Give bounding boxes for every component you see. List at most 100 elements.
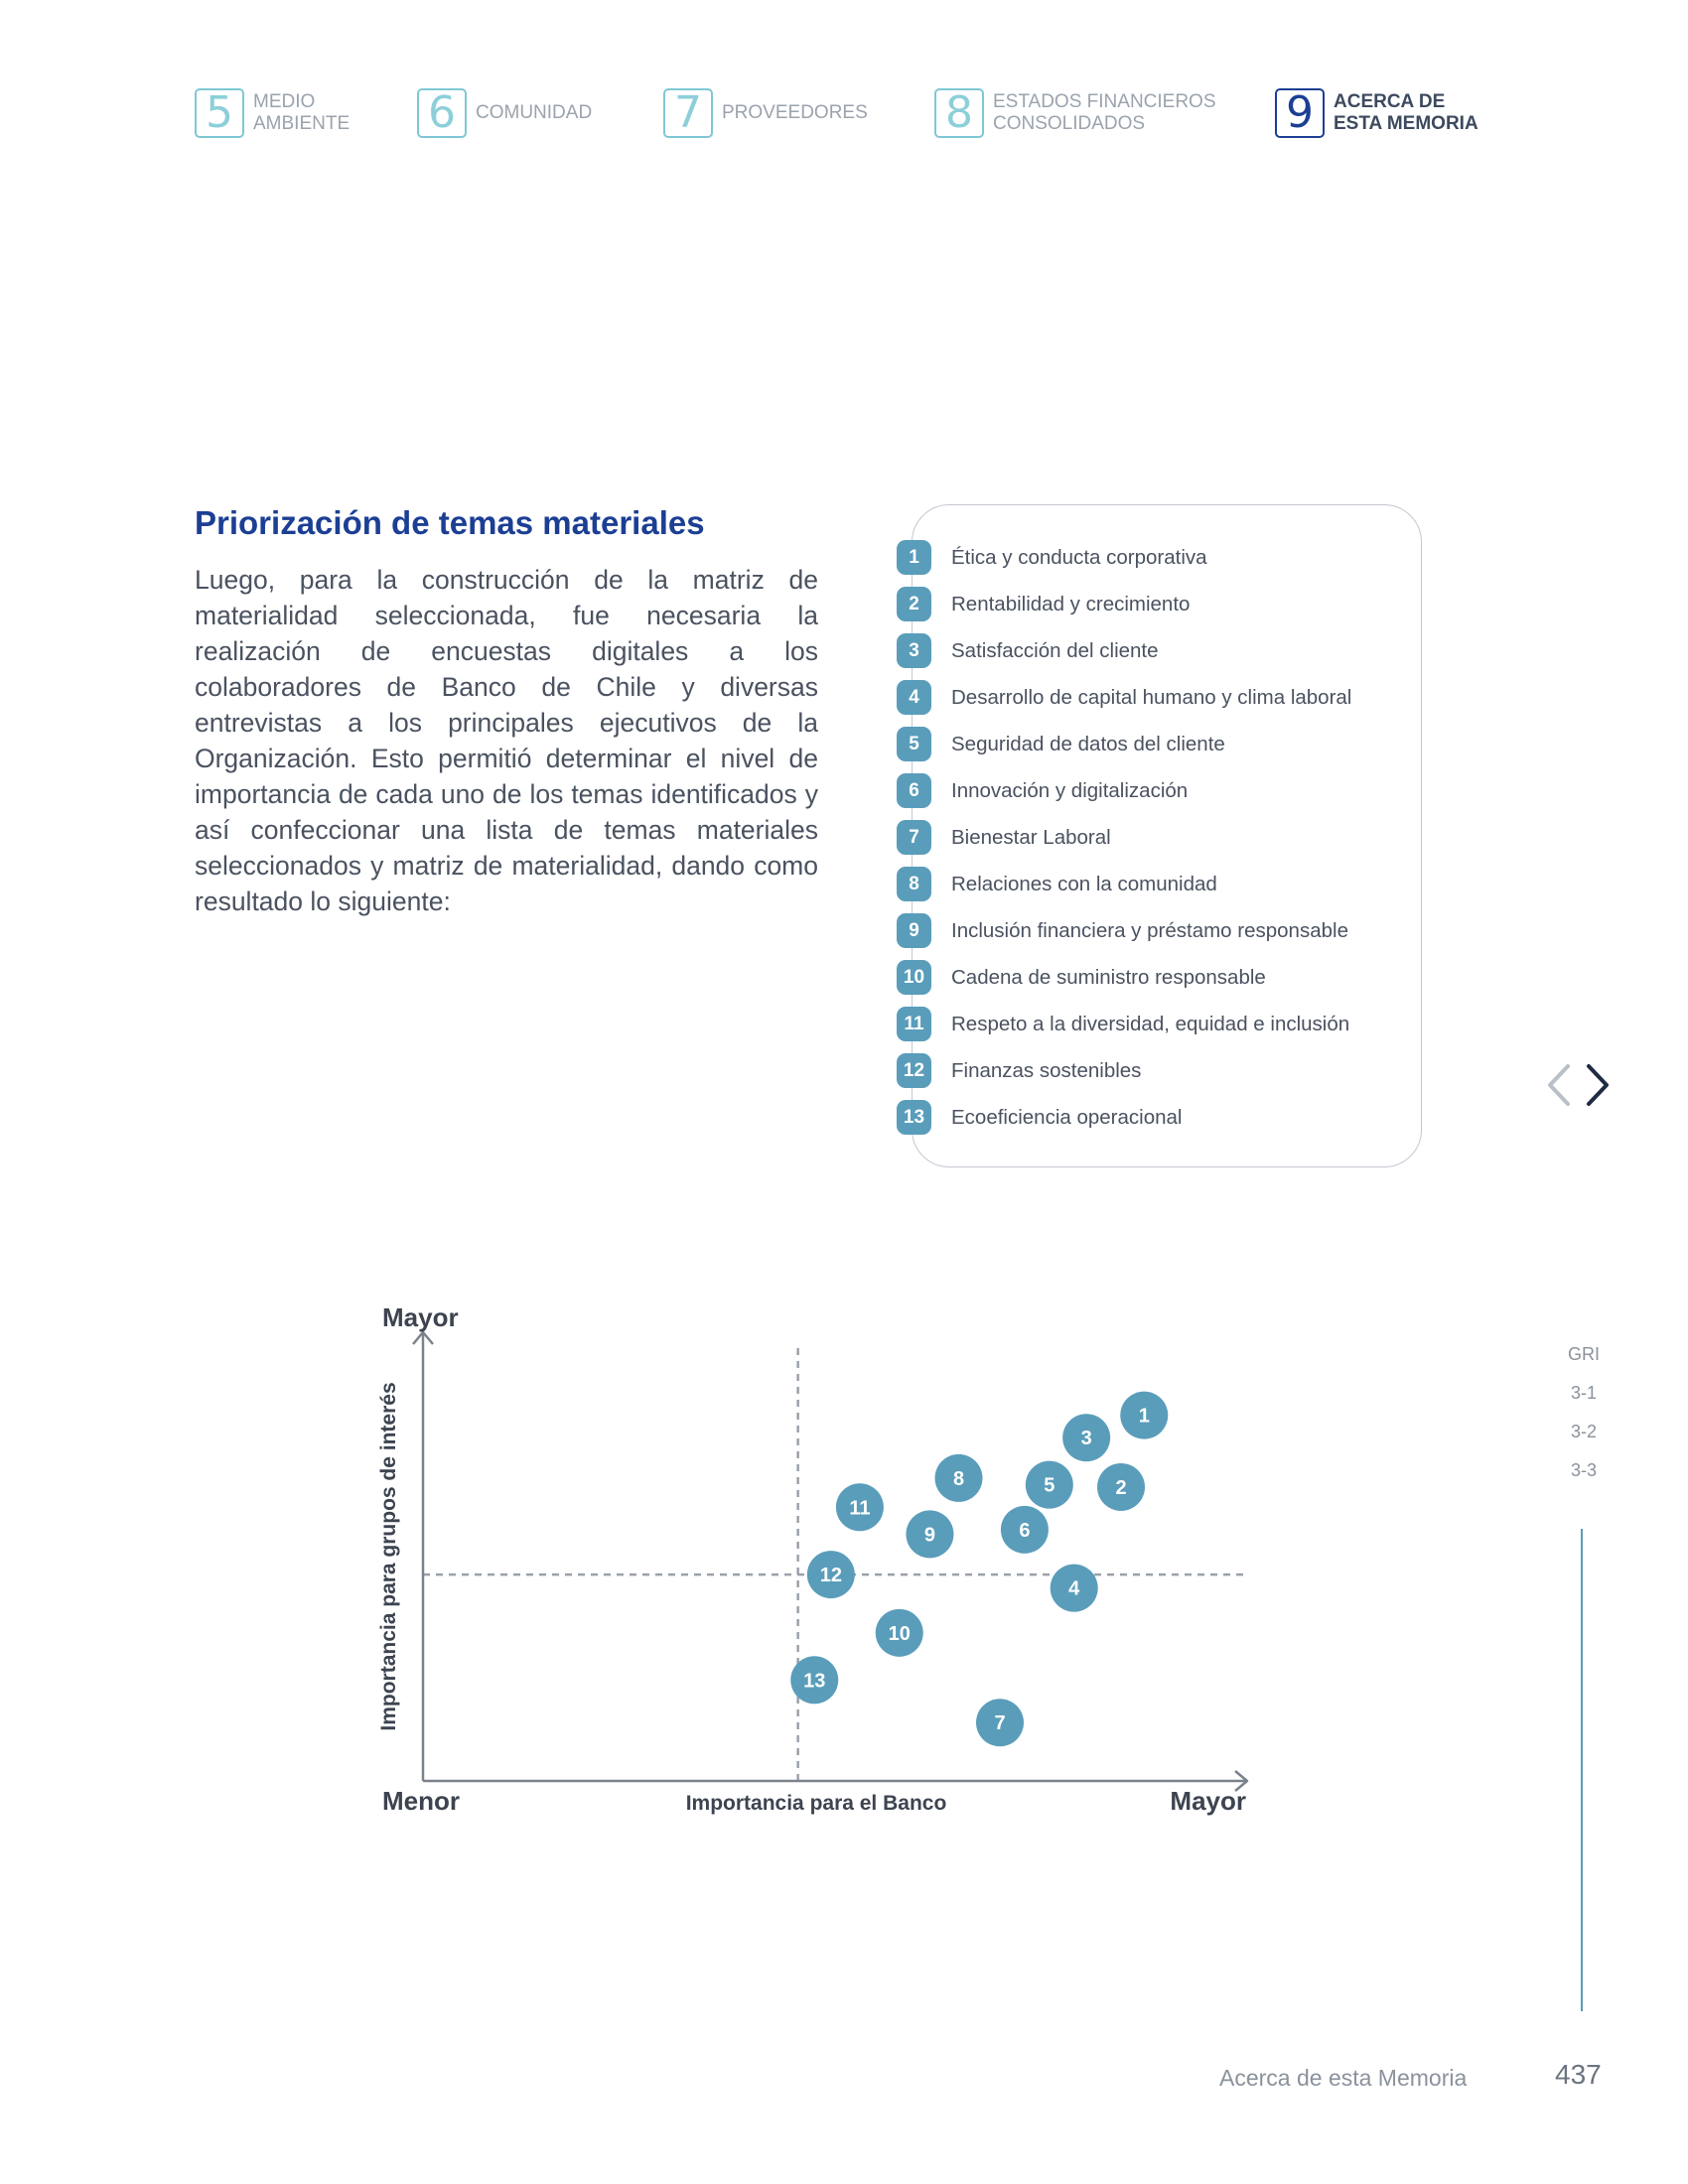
topic-label: Cadena de suministro responsable: [951, 965, 1266, 989]
topic-number-badge: 1: [897, 540, 931, 575]
data-point-bubble: [1000, 1505, 1049, 1554]
topic-number-badge: 12: [897, 1053, 931, 1088]
data-point: 3: [1062, 1414, 1111, 1462]
x-axis-low-label: Menor: [382, 1786, 460, 1816]
data-point-bubble: [1097, 1462, 1146, 1511]
topic-label: Innovación y digitalización: [951, 778, 1189, 802]
data-point: 8: [934, 1453, 983, 1502]
topic-label: Seguridad de datos del cliente: [951, 732, 1225, 755]
data-point-label: 3: [1081, 1428, 1092, 1449]
list-item: 12 Finanzas sostenibles: [897, 1047, 1433, 1094]
chapter-label: MEDIO AMBIENTE: [253, 91, 351, 134]
chapter-6-link[interactable]: 6 COMUNIDAD: [417, 85, 592, 141]
topic-label: Satisfacción del cliente: [951, 638, 1159, 662]
y-axis-title: Importancia para grupos de interés: [377, 1382, 400, 1730]
data-point: 12: [806, 1551, 855, 1599]
data-point-label: 13: [803, 1670, 825, 1692]
data-point-bubble: [1025, 1460, 1073, 1509]
topic-label: Inclusión financiera y préstamo responsa…: [951, 918, 1348, 942]
data-point: 1: [1120, 1391, 1169, 1439]
section-body: Luego, para la construcción de la matriz…: [195, 565, 818, 916]
x-axis-high-label: Mayor: [1170, 1786, 1246, 1816]
data-point-label: 1: [1139, 1406, 1150, 1428]
data-point-bubble: [1050, 1564, 1098, 1612]
topic-label: Desarrollo de capital humano y clima lab…: [951, 685, 1352, 709]
gri-item: 3-1: [1570, 1383, 1597, 1403]
list-item: 7 Bienestar Laboral: [897, 814, 1433, 861]
chapter-9-link[interactable]: 9 ACERCA DE ESTA MEMORIA: [1275, 85, 1478, 141]
data-point-label: 11: [849, 1497, 870, 1519]
data-point-bubble: [806, 1551, 855, 1599]
list-item: 3 Satisfacción del cliente: [897, 627, 1433, 674]
topic-label: Respeto a la diversidad, equidad e inclu…: [951, 1012, 1350, 1035]
topic-number-badge: 10: [897, 960, 931, 995]
chevron-left-icon: [1548, 1064, 1570, 1106]
chapter-nav: 5 MEDIO AMBIENTE 6 COMUNIDAD 7 PROVEEDOR…: [0, 85, 1688, 141]
topic-number-badge: 2: [897, 587, 931, 621]
list-item: 10 Cadena de suministro responsable: [897, 954, 1433, 1001]
chevron-right-icon: [1587, 1064, 1609, 1106]
list-item: 9 Inclusión financiera y préstamo respons…: [897, 907, 1433, 954]
list-item: 4 Desarrollo de capital humano y clima la…: [897, 674, 1433, 721]
topic-label: Rentabilidad y crecimiento: [951, 592, 1191, 615]
x-axis-arrow-icon: [1234, 1770, 1249, 1792]
topic-label: Finanzas sostenibles: [951, 1058, 1142, 1082]
data-point-bubble: [934, 1453, 983, 1502]
topic-number-badge: 4: [897, 680, 931, 715]
chapter-number: 5: [195, 88, 244, 138]
chapter-label: PROVEEDORES: [722, 102, 868, 123]
data-point-bubble: [1062, 1414, 1111, 1462]
gri-references: GRI 3-1 3-2 3-3: [1549, 1344, 1618, 1499]
gri-title: GRI: [1567, 1344, 1600, 1364]
data-point-label: 7: [994, 1712, 1005, 1734]
topic-number-badge: 13: [897, 1100, 931, 1135]
data-point-label: 6: [1019, 1520, 1030, 1542]
gri-item: 3-2: [1570, 1422, 1597, 1441]
page-number: 437: [1555, 2059, 1602, 2090]
topic-number-badge: 9: [897, 913, 931, 948]
data-point-label: 5: [1044, 1475, 1055, 1497]
topic-number-badge: 6: [897, 773, 931, 808]
chapter-label: COMUNIDAD: [476, 102, 593, 123]
list-item: 6 Innovación y digitalización: [897, 767, 1433, 814]
data-point-bubble: [906, 1510, 954, 1559]
data-point: 7: [976, 1699, 1024, 1747]
list-item: 8 Relaciones con la comunidad: [897, 861, 1433, 907]
list-item: 1 Ética y conducta corporativa: [897, 534, 1433, 581]
list-item: 5 Seguridad de datos del cliente: [897, 721, 1433, 767]
topic-number-badge: 11: [897, 1007, 931, 1041]
chapter-number: 9: [1275, 88, 1325, 138]
y-axis-arrow-icon: [412, 1330, 434, 1345]
topic-label: Ética y conducta corporativa: [951, 545, 1207, 569]
topic-number-badge: 3: [897, 633, 931, 668]
next-page-button[interactable]: [1583, 1062, 1613, 1108]
topic-list: 1 Ética y conducta corporativa 2 Rentabili…: [897, 534, 1433, 1141]
footer-section-name: Acerca de esta Memoria: [1219, 2065, 1468, 2091]
data-point-label: 12: [820, 1565, 842, 1586]
chapter-label: ESTADOS FINANCIEROS CONSOLIDADOS: [993, 91, 1216, 134]
previous-page-button[interactable]: [1544, 1062, 1574, 1108]
chapter-5-link[interactable]: 5 MEDIO AMBIENTE: [195, 85, 350, 141]
chapter-7-link[interactable]: 7 PROVEEDORES: [663, 85, 868, 141]
y-axis-high-label: Mayor: [382, 1302, 459, 1332]
chapter-number: 6: [417, 88, 467, 138]
topic-number-badge: 7: [897, 820, 931, 855]
data-point: 9: [906, 1510, 954, 1559]
data-point-label: 4: [1068, 1578, 1080, 1600]
chapter-label: ACERCA DE ESTA MEMORIA: [1334, 91, 1478, 134]
data-point-label: 10: [889, 1623, 911, 1645]
data-point-label: 2: [1115, 1477, 1126, 1499]
list-item: 11 Respeto a la diversidad, equidad e inc…: [897, 1001, 1433, 1047]
chapter-8-link[interactable]: 8 ESTADOS FINANCIEROS CONSOLIDADOS: [934, 85, 1216, 141]
data-point-bubble: [790, 1656, 839, 1705]
gri-divider-line: [1581, 1529, 1583, 2011]
x-axis-title: Importancia para el Banco: [686, 1792, 947, 1815]
chapter-number: 7: [663, 88, 713, 138]
data-point-label: 9: [924, 1524, 935, 1546]
section-title: Priorización de temas materiales: [195, 504, 705, 541]
data-point-bubble: [875, 1608, 923, 1657]
topic-number-badge: 8: [897, 867, 931, 901]
topic-number-badge: 5: [897, 727, 931, 761]
topic-label: Relaciones con la comunidad: [951, 872, 1217, 895]
data-point-bubble: [1120, 1391, 1169, 1439]
